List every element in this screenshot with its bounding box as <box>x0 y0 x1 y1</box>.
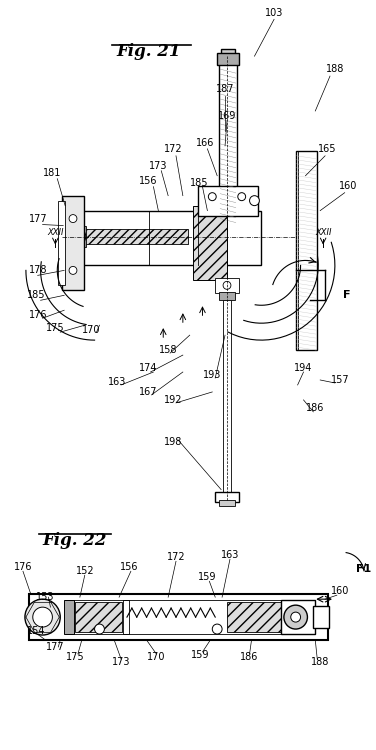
Text: 158: 158 <box>159 345 177 355</box>
Text: 188: 188 <box>326 64 344 74</box>
Text: 103: 103 <box>265 8 283 18</box>
Text: 169: 169 <box>218 111 236 121</box>
Bar <box>197 186 258 215</box>
Text: 185: 185 <box>26 290 45 300</box>
Text: XXII: XXII <box>47 228 64 237</box>
Text: 170: 170 <box>82 326 101 335</box>
Circle shape <box>284 605 308 629</box>
Bar <box>219 292 235 300</box>
Text: 186: 186 <box>240 652 259 662</box>
Circle shape <box>238 193 246 201</box>
Circle shape <box>68 227 86 245</box>
Bar <box>80 211 261 266</box>
Bar <box>58 201 65 285</box>
Bar <box>62 196 84 290</box>
Circle shape <box>69 214 77 223</box>
Text: 185: 185 <box>190 178 209 188</box>
Bar <box>219 63 237 223</box>
Text: 178: 178 <box>29 266 48 275</box>
Bar <box>313 606 329 628</box>
Circle shape <box>208 193 216 201</box>
Bar <box>64 600 74 634</box>
Text: 186: 186 <box>306 403 324 413</box>
Text: 187: 187 <box>216 84 234 94</box>
Text: 154: 154 <box>26 626 45 636</box>
Text: 198: 198 <box>164 436 182 447</box>
Circle shape <box>69 266 77 274</box>
Text: 163: 163 <box>221 550 239 560</box>
Text: 177: 177 <box>29 214 48 223</box>
Text: 156: 156 <box>120 562 138 572</box>
Text: 177: 177 <box>46 642 65 652</box>
Text: 172: 172 <box>167 552 185 562</box>
Bar <box>75 602 122 632</box>
Text: 173: 173 <box>112 657 130 667</box>
Bar <box>215 278 239 293</box>
Bar <box>217 53 239 65</box>
Text: 188: 188 <box>311 657 329 667</box>
Text: 165: 165 <box>318 144 336 154</box>
Circle shape <box>74 233 80 239</box>
Text: F: F <box>343 290 350 300</box>
Bar <box>219 500 235 506</box>
Text: 157: 157 <box>331 375 349 385</box>
Text: 176: 176 <box>14 562 32 572</box>
Text: 192: 192 <box>164 395 182 405</box>
Text: Fig. 22: Fig. 22 <box>43 532 107 550</box>
Circle shape <box>95 624 105 634</box>
Text: 167: 167 <box>139 387 158 397</box>
Bar <box>296 151 317 350</box>
Bar <box>281 600 315 634</box>
Text: 163: 163 <box>108 377 126 387</box>
Circle shape <box>291 612 300 622</box>
Text: XXII: XXII <box>315 228 331 237</box>
Text: 173: 173 <box>149 160 168 171</box>
Text: 175: 175 <box>46 323 65 333</box>
Text: 160: 160 <box>340 181 358 190</box>
Text: Fig. 21: Fig. 21 <box>116 44 181 60</box>
Bar <box>221 50 235 63</box>
Bar <box>68 226 86 248</box>
Text: 193: 193 <box>203 370 221 380</box>
Text: 160: 160 <box>331 586 349 596</box>
Circle shape <box>33 608 52 627</box>
Text: 176: 176 <box>29 310 48 320</box>
Text: 153: 153 <box>36 592 55 602</box>
Text: 174: 174 <box>139 363 158 373</box>
Circle shape <box>212 624 222 634</box>
Circle shape <box>223 281 231 290</box>
Text: 172: 172 <box>164 144 182 154</box>
Circle shape <box>25 599 60 635</box>
Text: 152: 152 <box>76 566 94 576</box>
Text: 159: 159 <box>191 650 210 660</box>
Bar <box>85 229 188 244</box>
Text: 156: 156 <box>139 176 158 186</box>
Bar <box>215 491 239 502</box>
Circle shape <box>250 196 259 206</box>
Text: 166: 166 <box>196 138 215 148</box>
Text: 170: 170 <box>147 652 165 662</box>
Text: F1: F1 <box>356 564 372 574</box>
Bar <box>193 206 227 280</box>
Bar <box>227 602 281 632</box>
Text: 194: 194 <box>294 363 313 373</box>
Bar <box>29 594 328 640</box>
Text: 175: 175 <box>66 652 84 662</box>
Bar <box>223 300 231 494</box>
Bar <box>123 600 129 634</box>
Text: 159: 159 <box>198 572 217 582</box>
Text: 181: 181 <box>43 168 62 178</box>
